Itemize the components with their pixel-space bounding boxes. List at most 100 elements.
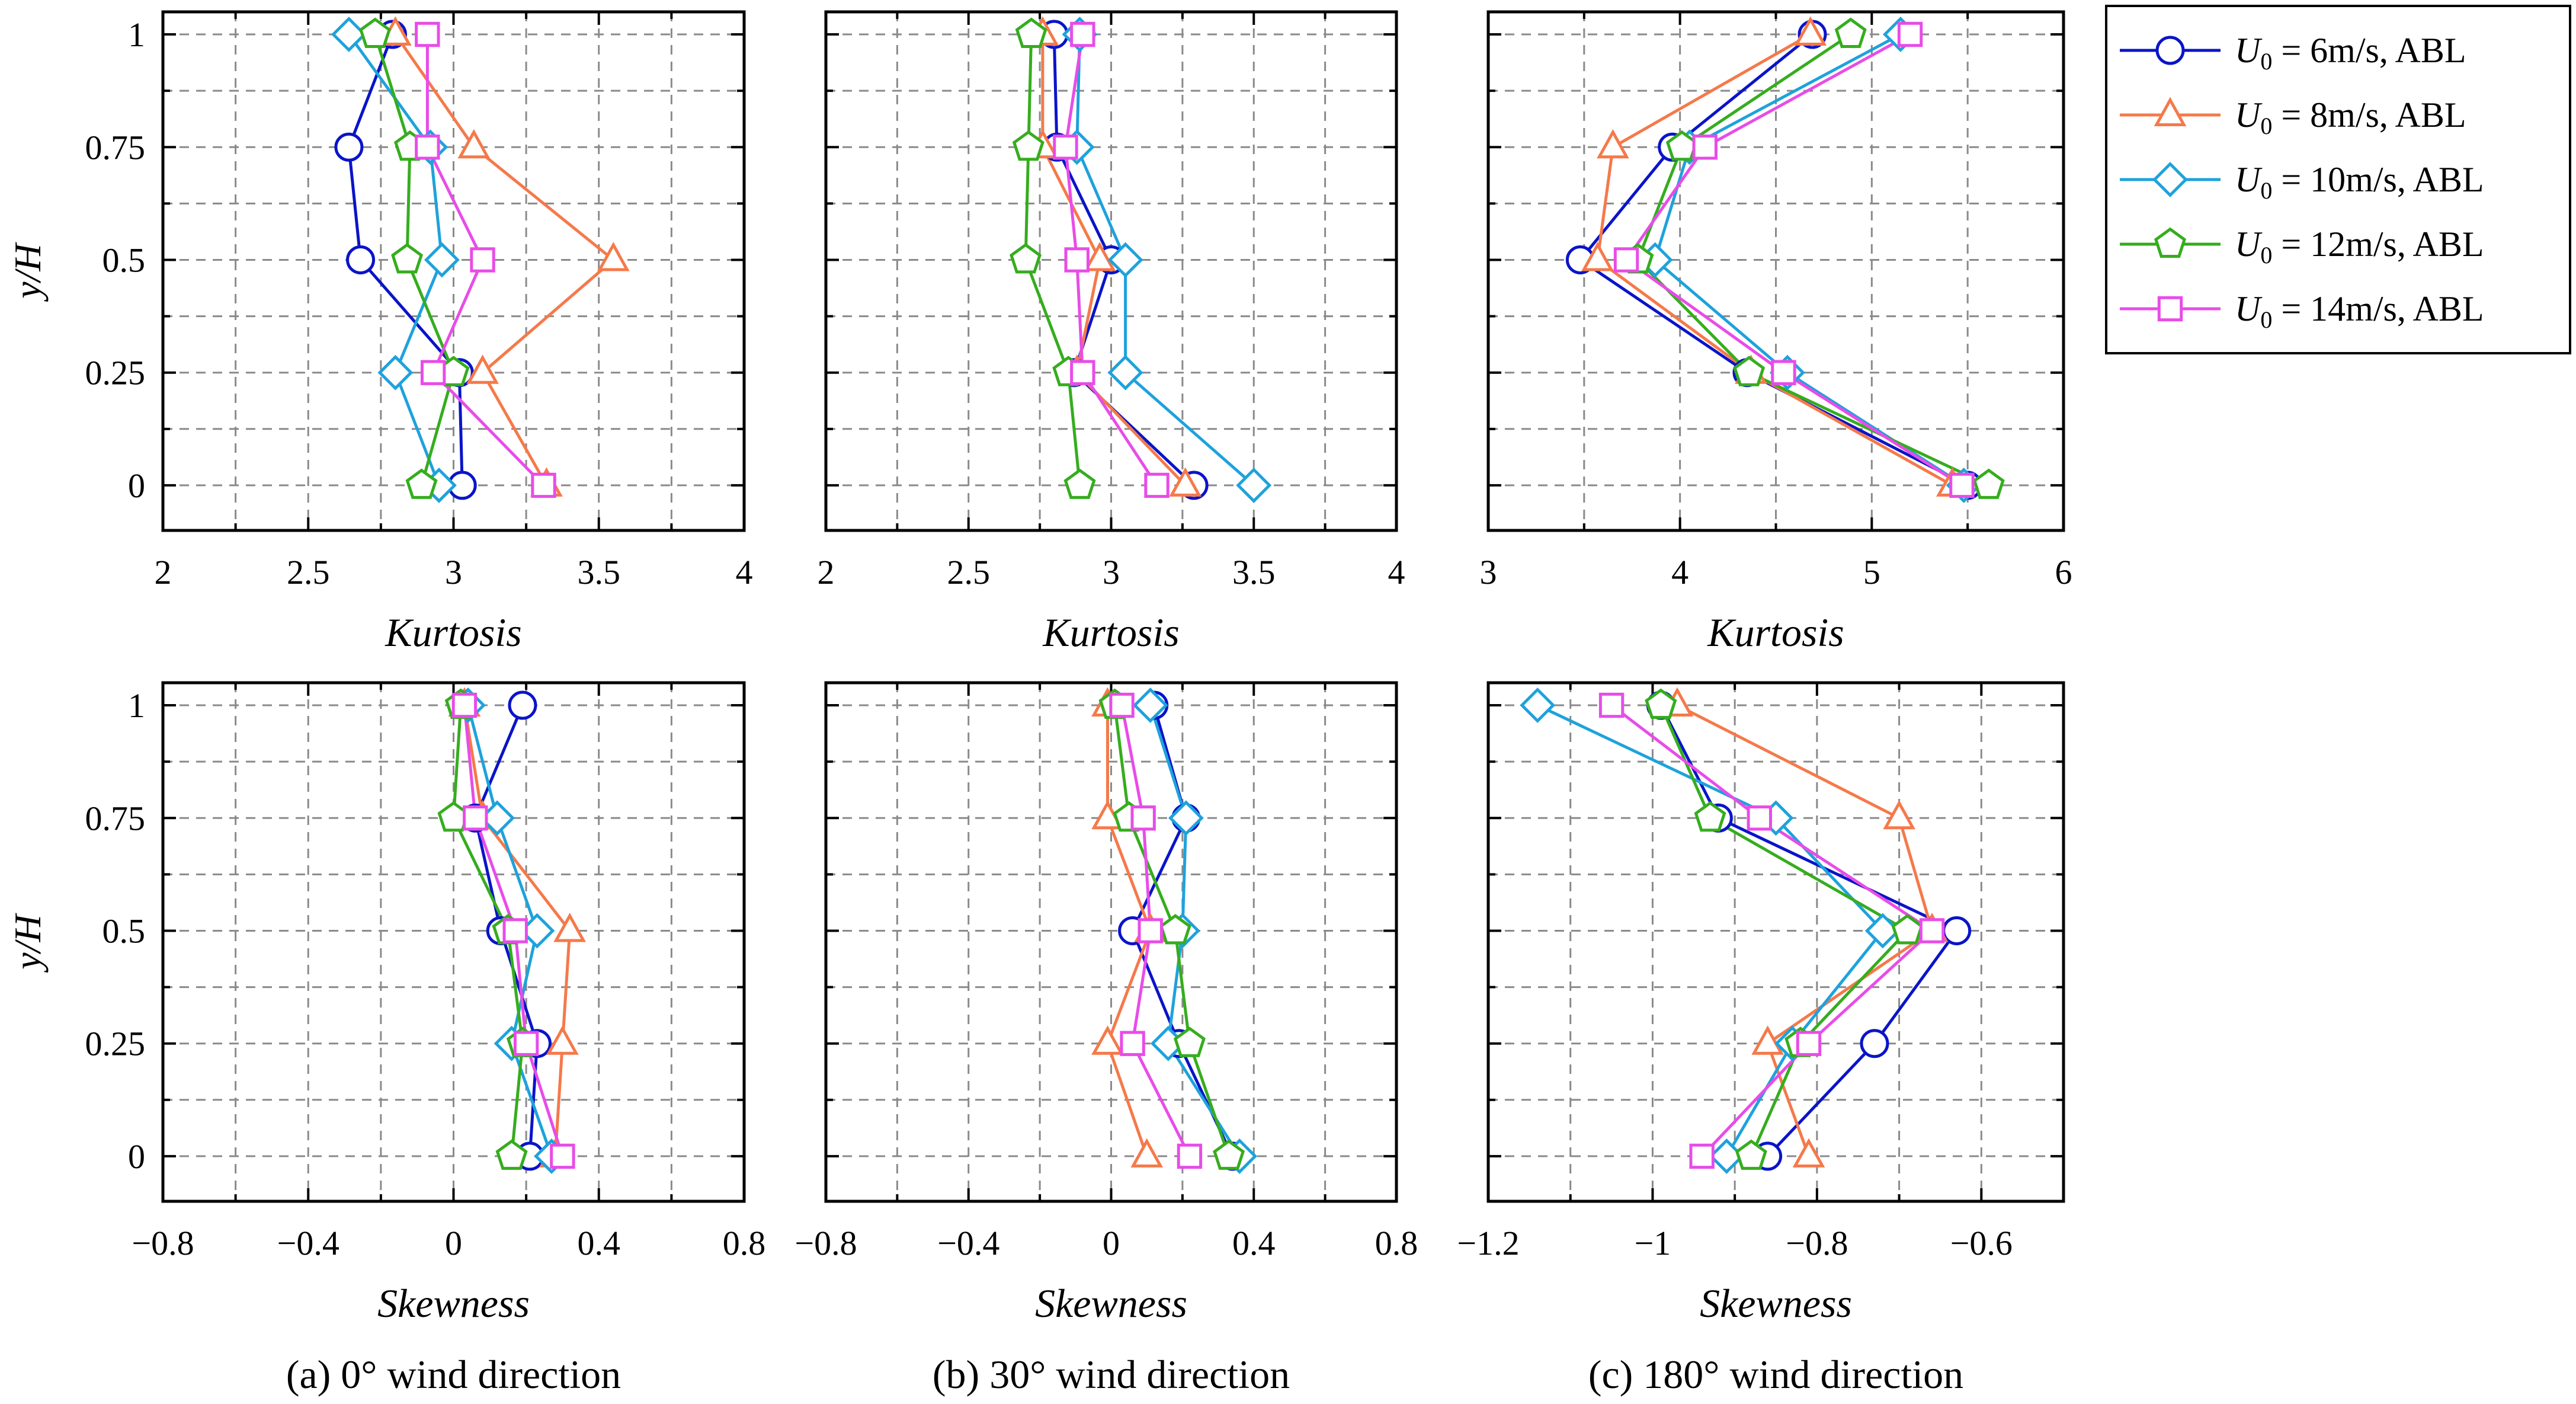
legend-label: U0 = 12m/s, ABL (2235, 225, 2484, 268)
x-tick-label: 2.5 (287, 553, 330, 591)
x-tick-label: 3 (445, 553, 462, 591)
data-point-s3 (1132, 687, 1168, 723)
ticks (1487, 683, 2064, 1201)
data-point-s3 (1236, 467, 1272, 503)
data-point-s4 (1213, 1139, 1245, 1170)
data-point-s4 (359, 17, 392, 48)
x-tick-label: 5 (1863, 553, 1880, 591)
y-axis-label: y/H (7, 913, 49, 973)
legend-text: = 10m/s, ABL (2272, 160, 2484, 199)
x-axis-label: Skewness (1035, 1281, 1187, 1326)
y-tick-label: 0.25 (85, 354, 146, 392)
data-point-s2 (1597, 129, 1629, 159)
data-point-s2 (553, 913, 587, 942)
x-tick-label: 2.5 (947, 553, 991, 591)
data-point-s4 (495, 1139, 528, 1170)
data-point-s1 (1860, 1029, 1889, 1058)
x-tick-label: 4 (1671, 553, 1689, 591)
y-tick-label: 0.75 (85, 799, 146, 837)
grid (1488, 683, 2064, 1201)
x-tick-label: 0.4 (578, 1224, 621, 1262)
data-point-s5 (1109, 692, 1135, 718)
data-point-s2 (457, 129, 491, 159)
data-point-s2 (1083, 242, 1116, 271)
x-tick-label: 2 (818, 553, 835, 591)
legend-entry: U0 = 8m/s, ABL (2120, 95, 2466, 139)
data-point-s4 (1694, 801, 1726, 832)
x-tick-label: 3.5 (578, 553, 621, 591)
series-group (437, 687, 587, 1174)
legend-subscript: 0 (2260, 177, 2272, 204)
data-point-s5 (1692, 135, 1718, 160)
legend-symbol: U (2235, 160, 2263, 199)
data-point-s5 (451, 692, 478, 718)
data-point-s5 (1747, 805, 1772, 831)
data-point-s1 (346, 245, 376, 274)
data-point-s5 (1138, 918, 1163, 944)
x-tick-label: 0.8 (723, 1224, 766, 1262)
y-tick-label: 0.75 (85, 128, 146, 167)
panel-caption: (c) 180° wind direction (1588, 1352, 1963, 1397)
data-point-s5 (1949, 472, 1975, 498)
data-point-s4 (405, 468, 438, 499)
y-tick-label: 0 (128, 1137, 145, 1176)
legend-text: = 14m/s, ABL (2272, 289, 2484, 328)
legend-symbol: U (2235, 31, 2263, 70)
y-tick-label: 0.5 (102, 241, 146, 279)
x-tick-label: −0.4 (277, 1224, 339, 1262)
data-point-s5 (1120, 1031, 1145, 1056)
data-point-s4 (1159, 914, 1191, 945)
data-point-s2 (1883, 799, 1915, 830)
data-point-s3 (377, 354, 414, 391)
grid (163, 683, 744, 1201)
x-axis-label: Kurtosis (385, 610, 522, 655)
data-point-s4 (1891, 914, 1924, 945)
x-tick-label: 0.4 (1232, 1224, 1276, 1262)
data-point-s4 (1972, 468, 2005, 499)
data-point-s3 (1168, 800, 1204, 836)
data-point-s5 (415, 21, 440, 47)
data-point-s5 (550, 1143, 575, 1169)
x-tick-label: 3.5 (1232, 553, 1276, 591)
data-point-s2 (546, 1025, 579, 1055)
data-point-s5 (470, 247, 495, 273)
grid (1488, 12, 2064, 530)
series-group (1565, 16, 2005, 503)
data-point-s4 (391, 243, 424, 274)
plot-frame (161, 681, 746, 1203)
data-point-s4 (1733, 356, 1766, 386)
data-point-s4 (1173, 1026, 1206, 1057)
legend-symbol: U (2235, 225, 2263, 264)
x-tick-label: −0.8 (1786, 1224, 1848, 1262)
data-point-s5 (1796, 1031, 1822, 1056)
data-point-s3 (1520, 687, 1556, 723)
legend-text: = 8m/s, ABL (2272, 95, 2466, 135)
grid (826, 683, 1396, 1201)
series-group (1010, 16, 1272, 503)
legend-entry: U0 = 14m/s, ABL (2120, 289, 2484, 333)
panel-a-kurtosis: 2 2.5 3 3.5 4 0 0.25 0.5 0.75 1 Kurtosis y/H (7, 10, 753, 655)
plot-frame (161, 10, 746, 532)
data-point-s1 (1942, 916, 1972, 945)
plot-frame (824, 681, 1398, 1203)
data-point-s5 (1897, 21, 1923, 47)
data-point-s5 (513, 1031, 539, 1056)
data-point-s2 (597, 242, 630, 271)
legend-subscript: 0 (2260, 242, 2272, 268)
x-tick-label: 4 (736, 553, 753, 591)
series-group (331, 16, 630, 503)
plot-frame (1486, 681, 2065, 1203)
data-point-s5 (502, 918, 528, 944)
panel-b-skewness: −0.8 −0.4 0 0.4 0.8 Skewness (b) 30° wind dire… (794, 681, 1418, 1397)
y-axis-label: y/H (7, 242, 49, 302)
data-point-s4 (1834, 17, 1867, 48)
data-point-s4 (1735, 1139, 1767, 1170)
x-tick-label: −0.8 (132, 1224, 194, 1262)
x-tick-label: −0.6 (1950, 1224, 2013, 1262)
data-point-s5 (415, 135, 440, 160)
legend-label: U0 = 14m/s, ABL (2235, 289, 2484, 333)
data-point-s3 (424, 242, 460, 278)
plot-frame (1486, 10, 2065, 532)
legend-text: = 12m/s, ABL (2272, 225, 2484, 264)
